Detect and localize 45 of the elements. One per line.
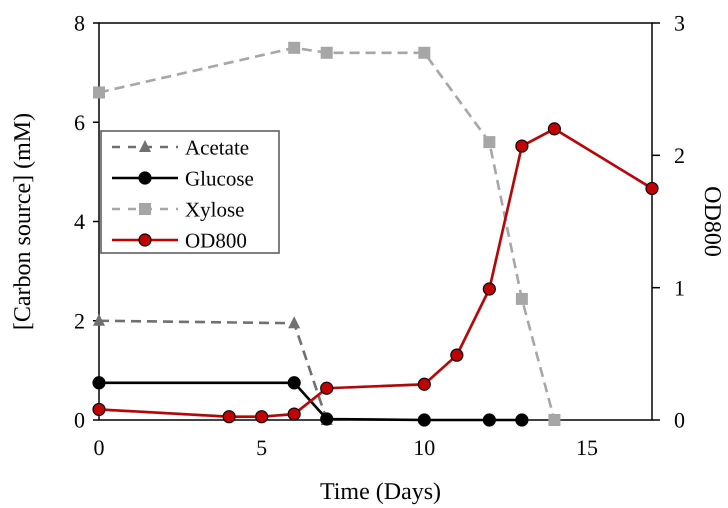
y2-tick-label: 1 [674, 275, 685, 300]
point [93, 86, 105, 98]
point [288, 376, 301, 390]
point [418, 413, 431, 427]
legend-label: Xylose [185, 197, 244, 222]
y-tick-label: 6 [74, 110, 85, 135]
point [548, 414, 560, 426]
point [288, 316, 300, 328]
y2-axis-title: OD800 [699, 186, 725, 257]
point [515, 139, 528, 153]
point [516, 292, 528, 305]
y2-tick-label: 2 [674, 143, 685, 168]
y-tick-label: 8 [74, 10, 85, 36]
point [450, 348, 464, 362]
x-axis-title: Time (Days) [320, 479, 442, 505]
x-tick-label: 0 [94, 435, 104, 460]
point [288, 407, 301, 421]
x-tick-label: 5 [256, 435, 268, 460]
point [418, 378, 431, 391]
point [515, 413, 528, 427]
legend-label: Glucose [185, 166, 254, 190]
point [255, 410, 268, 424]
y-tick-label: 0 [74, 408, 85, 433]
y-tick-label: 4 [74, 209, 85, 234]
point [222, 410, 236, 424]
point [482, 282, 496, 296]
y2-tick-label: 3 [674, 10, 685, 36]
point [92, 402, 106, 416]
point [93, 314, 105, 326]
legend-label: Acetate [185, 135, 250, 160]
point [483, 136, 496, 148]
point [320, 46, 333, 59]
x-tick-label: 15 [576, 435, 598, 460]
x-tick-label: 10 [413, 435, 436, 460]
point [482, 413, 496, 427]
point [548, 122, 562, 136]
point [645, 182, 659, 196]
y-tick-label: 2 [74, 308, 85, 334]
point [418, 46, 430, 59]
point [320, 382, 334, 395]
legend-label: OD800 [185, 228, 247, 252]
point [288, 42, 300, 54]
y2-tick-label: 0 [674, 408, 685, 433]
point [92, 376, 106, 390]
y-axis-title: [Carbon source] (mM) [10, 112, 36, 330]
